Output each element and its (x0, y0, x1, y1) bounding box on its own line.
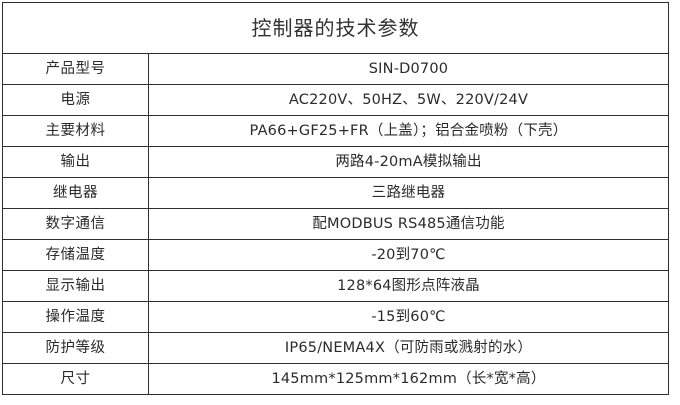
spec-label-cell: 继电器 (2, 177, 149, 209)
spec-label-cell: 输出 (2, 146, 149, 178)
table-row: 尺寸 145mm*125mm*162mm（长*宽*高） (2, 363, 669, 395)
spec-value-cell: AC220V、50HZ、5W、220V/24V (148, 84, 669, 116)
spec-value-cell: 配MODBUS RS485通信功能 (148, 208, 669, 240)
spec-value-cell: 两路4-20mA模拟输出 (148, 146, 669, 178)
spec-label-cell: 防护等级 (2, 332, 149, 364)
specification-table: 控制器的技术参数 产品型号 SIN-D0700 电源 AC220V、50HZ、5W、2… (2, 2, 669, 395)
table-row: 产品型号 SIN-D0700 (2, 53, 669, 85)
spec-value-cell: 128*64图形点阵液晶 (148, 270, 669, 302)
table-row: 电源 AC220V、50HZ、5W、220V/24V (2, 84, 669, 116)
spec-label-cell: 电源 (2, 84, 149, 116)
spec-value-cell: -20到70℃ (148, 239, 669, 271)
spec-value-cell: 145mm*125mm*162mm（长*宽*高） (148, 363, 669, 395)
spec-value-cell: SIN-D0700 (148, 53, 669, 85)
spec-value-cell: IP65/NEMA4X（可防雨或溅射的水） (148, 332, 669, 364)
spec-value-cell: 三路继电器 (148, 177, 669, 209)
table-row: 输出 两路4-20mA模拟输出 (2, 146, 669, 178)
table-title-row: 控制器的技术参数 (2, 2, 669, 54)
table-row: 显示输出 128*64图形点阵液晶 (2, 270, 669, 302)
spec-label-cell: 数字通信 (2, 208, 149, 240)
page-title: 控制器的技术参数 (2, 2, 669, 54)
table-row: 操作温度 -15到60℃ (2, 301, 669, 333)
spec-label-cell: 存储温度 (2, 239, 149, 271)
table-row: 防护等级 IP65/NEMA4X（可防雨或溅射的水） (2, 332, 669, 364)
spec-value-cell: -15到60℃ (148, 301, 669, 333)
spec-value-cell: PA66+GF25+FR（上盖）；铝合金喷粉（下壳） (148, 115, 669, 147)
spec-label-cell: 显示输出 (2, 270, 149, 302)
spec-label-cell: 操作温度 (2, 301, 149, 333)
spec-label-cell: 尺寸 (2, 363, 149, 395)
table-row: 数字通信 配MODBUS RS485通信功能 (2, 208, 669, 240)
table-row: 存储温度 -20到70℃ (2, 239, 669, 271)
table-row: 继电器 三路继电器 (2, 177, 669, 209)
spec-label-cell: 产品型号 (2, 53, 149, 85)
specification-table-body: 控制器的技术参数 产品型号 SIN-D0700 电源 AC220V、50HZ、5W、2… (2, 2, 669, 395)
spec-label-cell: 主要材料 (2, 115, 149, 147)
table-row: 主要材料 PA66+GF25+FR（上盖）；铝合金喷粉（下壳） (2, 115, 669, 147)
